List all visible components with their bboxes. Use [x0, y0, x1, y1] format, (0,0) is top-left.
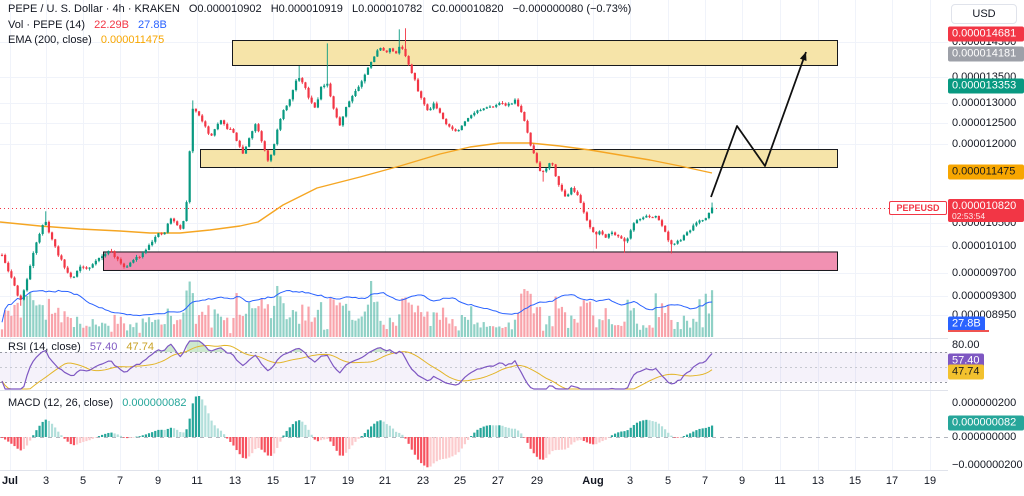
rsi-legend-label: RSI (14, close) — [8, 341, 81, 353]
pane-separator — [0, 470, 1024, 471]
time-label: 19 — [341, 475, 355, 487]
volume-ma-value: 27.8B — [138, 19, 167, 31]
time-label: 27 — [491, 475, 505, 487]
ema-value: 0.000011475 — [100, 34, 165, 46]
symbol-price-pill: PEPEUSD — [889, 201, 947, 215]
ohlc-low: L0.000010782 — [351, 3, 423, 15]
price-change: −0.000000080 (−0.73%) — [512, 3, 632, 15]
macd-value: 0.000000082 — [122, 397, 187, 409]
last-price: 0.000010820 — [952, 200, 1017, 212]
time-label: 11 — [774, 475, 786, 487]
volume-value: 22.29B — [94, 19, 129, 31]
price-tick: 0.000013000 — [952, 97, 1017, 109]
price-tick: 0.000012500 — [952, 117, 1017, 129]
pane-separator[interactable] — [0, 338, 1024, 339]
macd-legend-label: MACD (12, 26, close) — [8, 397, 114, 409]
rsi-value: 57.40 — [89, 341, 118, 353]
macd-legend[interactable]: MACD (12, 26, close) 0.000000082 — [8, 397, 192, 409]
time-label: 9 — [738, 475, 746, 487]
time-label: 7 — [701, 475, 709, 487]
time-label: 5 — [79, 475, 87, 487]
symbol-legend[interactable]: PEPE / U. S. Dollar · 4h · KRAKEN O0.000… — [8, 3, 637, 15]
time-axis[interactable] — [0, 471, 1024, 496]
rsi-ma-badge: 47.74 — [948, 364, 984, 379]
rsi-legend[interactable]: RSI (14, close) 57.40 47.74 — [8, 341, 160, 353]
volume-badge-underline — [948, 330, 989, 332]
time-label: 15 — [848, 475, 862, 487]
time-label: 29 — [530, 475, 544, 487]
time-label: 17 — [885, 475, 899, 487]
ema-legend-label: EMA (200, close) — [8, 34, 92, 46]
price-tick: 0.000012000 — [952, 138, 1017, 150]
pane-separator[interactable] — [0, 390, 1024, 391]
time-label: 13 — [228, 475, 242, 487]
price-tick: 0.000009700 — [952, 267, 1017, 279]
rsi-ma-value: 47.74 — [126, 341, 154, 353]
macd-tick: 0.000000000 — [952, 431, 1017, 443]
chart-canvas[interactable] — [0, 0, 948, 470]
macd-tick: −0.000000200 — [952, 459, 1023, 471]
ohlc-open: O0.000010902 — [188, 3, 262, 15]
volume-legend-label: Vol · PEPE (14) — [8, 19, 86, 31]
volume-legend[interactable]: Vol · PEPE (14) 22.29B 27.8B — [8, 19, 173, 31]
time-label: 21 — [378, 475, 392, 487]
level-price-badge: 0.000013353 — [948, 78, 1024, 94]
ohlc-close: C0.000010820 — [431, 3, 504, 15]
macd-badge: 0.000000082 — [948, 415, 1024, 431]
time-label: Jul — [2, 475, 18, 487]
last-price-badge: 0.000010820 02:53:54 — [948, 199, 1024, 222]
time-label: 3 — [42, 475, 50, 487]
zone-price-badge: 0.000014181 — [948, 46, 1024, 61]
time-label: 5 — [664, 475, 672, 487]
time-label: 17 — [303, 475, 317, 487]
price-tick: 0.000010100 — [952, 240, 1017, 252]
volume-badge: 27.8B — [948, 316, 985, 332]
time-label: 23 — [416, 475, 430, 487]
time-label: 19 — [923, 475, 937, 487]
symbol-title: PEPE / U. S. Dollar · 4h · KRAKEN — [8, 3, 180, 15]
ema-price-badge: 0.000011475 — [948, 164, 1024, 180]
time-label: 15 — [266, 475, 280, 487]
rsi-tick: 80.00 — [952, 338, 980, 351]
time-label: Aug — [582, 475, 604, 487]
time-label: 3 — [626, 475, 634, 487]
time-label: 7 — [116, 475, 124, 487]
time-label: 13 — [811, 475, 825, 487]
time-label: 25 — [453, 475, 467, 487]
alert-price-badge: 0.000014681 — [948, 26, 1024, 42]
price-tick: 0.000009300 — [952, 290, 1017, 302]
ohlc-high: H0.000010919 — [270, 3, 343, 15]
bar-countdown: 02:53:54 — [952, 211, 986, 221]
ema-legend[interactable]: EMA (200, close) 0.000011475 — [8, 34, 170, 46]
time-label: 9 — [154, 475, 162, 487]
macd-tick: 0.000000200 — [952, 397, 1017, 409]
currency-toggle-button[interactable]: USD — [951, 4, 1017, 24]
time-label: 11 — [191, 475, 203, 487]
